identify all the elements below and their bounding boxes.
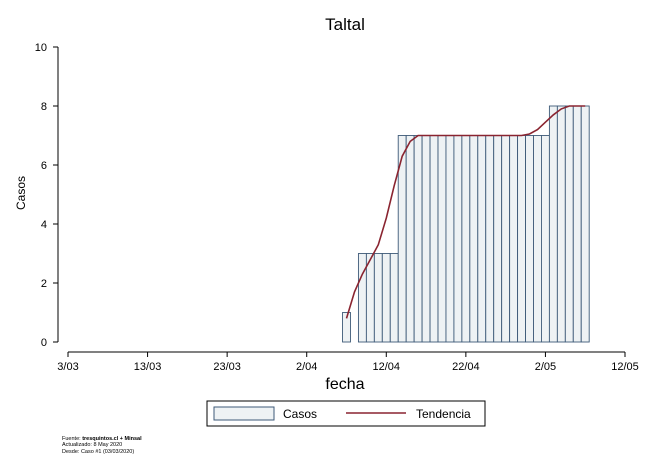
x-tick-label: 23/03 bbox=[213, 361, 241, 373]
x-axis-label: fecha bbox=[325, 376, 364, 393]
x-tick-label: 12/04 bbox=[373, 361, 401, 373]
x-tick-label: 3/03 bbox=[57, 361, 78, 373]
chart-title: Taltal bbox=[325, 15, 365, 34]
y-tick-label: 8 bbox=[41, 101, 47, 113]
bar bbox=[572, 105, 582, 343]
bar bbox=[421, 135, 431, 343]
bar bbox=[469, 135, 479, 343]
legend-swatch-casos bbox=[213, 406, 275, 421]
trend-line bbox=[345, 105, 586, 319]
bar bbox=[453, 135, 463, 343]
footer-source: Fuente: tresquintos.cl + Minsal bbox=[62, 436, 142, 442]
bar bbox=[357, 253, 367, 343]
x-tick-label: 2/04 bbox=[296, 361, 317, 373]
bar bbox=[445, 135, 455, 343]
x-tick-label: 22/04 bbox=[452, 361, 480, 373]
bar bbox=[485, 135, 495, 343]
bar bbox=[405, 135, 415, 343]
bar bbox=[493, 135, 503, 343]
x-tick-label: 13/03 bbox=[134, 361, 162, 373]
bar bbox=[541, 135, 550, 343]
bar bbox=[501, 135, 511, 343]
bar bbox=[461, 135, 471, 343]
bar bbox=[373, 253, 383, 343]
bar bbox=[429, 135, 439, 343]
bar bbox=[365, 253, 375, 343]
bar bbox=[509, 135, 519, 343]
bar bbox=[548, 105, 558, 343]
y-axis-label: Casos bbox=[14, 176, 28, 210]
bars bbox=[342, 105, 590, 343]
y-tick-label: 10 bbox=[35, 42, 47, 54]
bar bbox=[477, 135, 487, 343]
bar bbox=[564, 105, 574, 343]
x-tick-label: 2/05 bbox=[535, 361, 556, 373]
bar bbox=[533, 135, 542, 343]
bar bbox=[517, 135, 526, 343]
legend: Casos Tendencia bbox=[206, 400, 486, 427]
legend-label-tendencia: Tendencia bbox=[416, 407, 471, 421]
bar bbox=[342, 312, 351, 343]
footer-source-name: tresquintos.cl + Minsal bbox=[82, 436, 142, 442]
y-tick-label: 4 bbox=[41, 219, 47, 231]
footer-since: Desde: Caso #1 (03/03/2020) bbox=[62, 448, 135, 455]
y-tick-label: 6 bbox=[41, 160, 47, 172]
legend-label-casos: Casos bbox=[283, 407, 317, 421]
bar bbox=[381, 253, 391, 343]
y-tick-label: 0 bbox=[41, 337, 47, 349]
bar bbox=[556, 105, 566, 343]
bar bbox=[389, 253, 399, 343]
bar bbox=[437, 135, 447, 343]
footer-updated: Actualizado: 8 May 2020 bbox=[62, 442, 123, 449]
y-tick-label: 2 bbox=[41, 278, 47, 290]
x-axis: 3/03 13/03 23/03 2/04 12/04 22/04 2/05 12/05 bbox=[57, 351, 639, 373]
bar bbox=[580, 105, 590, 343]
x-tick-label: 12/05 bbox=[611, 361, 639, 373]
footer-note: Fuente: tresquintos.cl + Minsal Actualiz… bbox=[62, 436, 142, 455]
bar bbox=[525, 135, 534, 343]
footer-source-prefix: Fuente: bbox=[62, 436, 83, 442]
bar bbox=[413, 135, 423, 343]
y-axis: 0 2 4 6 8 10 bbox=[35, 42, 59, 349]
